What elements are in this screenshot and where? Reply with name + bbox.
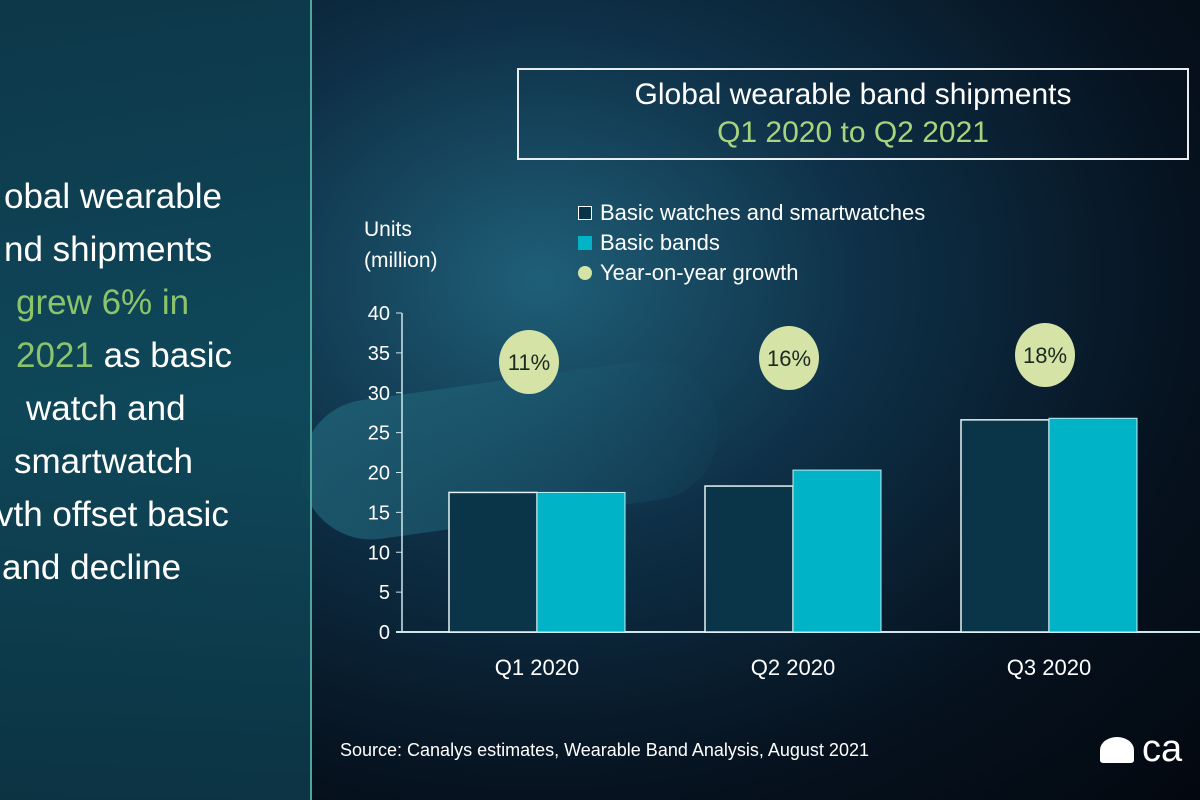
headline-line: nd shipments bbox=[4, 230, 213, 269]
headline-highlight: 2021 bbox=[16, 336, 94, 375]
y-tick-label: 35 bbox=[368, 343, 390, 365]
legend-label: Basic bands bbox=[600, 230, 720, 255]
legend-label: Basic watches and smartwatches bbox=[600, 200, 926, 225]
logo-mark-icon bbox=[1100, 736, 1134, 763]
bar-bands bbox=[536, 491, 626, 633]
y-axis-label: Units (million) bbox=[364, 214, 438, 276]
legend-item: Basic bands bbox=[578, 228, 925, 258]
growth-label: 11% bbox=[508, 350, 550, 375]
headline-line: as basic bbox=[93, 336, 232, 375]
divider bbox=[310, 0, 312, 800]
chart-title-box: Global wearable band shipments Q1 2020 t… bbox=[517, 68, 1189, 160]
y-tick-label: 40 bbox=[368, 303, 390, 325]
x-tick-label: Q3 2020 bbox=[1007, 655, 1091, 680]
growth-bubble bbox=[499, 330, 559, 394]
bar-watches bbox=[448, 491, 538, 633]
growth-bubble bbox=[1015, 323, 1075, 387]
y-axis-label-line: Units bbox=[364, 218, 412, 241]
headline-highlight: grew 6% in bbox=[16, 283, 190, 322]
bar-bands bbox=[1048, 417, 1138, 633]
growth-bubble bbox=[759, 326, 819, 390]
growth-label: 18% bbox=[1023, 343, 1067, 368]
legend: Basic watches and smartwatches Basic ban… bbox=[578, 198, 925, 288]
legend-swatch-bands bbox=[578, 236, 592, 250]
y-tick-label: 10 bbox=[368, 542, 390, 564]
y-tick-label: 5 bbox=[379, 582, 390, 604]
headline-line: and decline bbox=[2, 548, 182, 587]
y-tick-label: 25 bbox=[368, 423, 390, 445]
legend-item: Basic watches and smartwatches bbox=[578, 198, 925, 228]
y-tick-label: 20 bbox=[368, 463, 390, 485]
headline-line: watch and bbox=[26, 389, 186, 428]
growth-label: 16% bbox=[767, 346, 811, 371]
bar-watches bbox=[960, 419, 1050, 633]
source-note: Source: Canalys estimates, Wearable Band… bbox=[340, 740, 869, 760]
legend-swatch-growth bbox=[578, 266, 592, 280]
logo: ca bbox=[1100, 728, 1182, 771]
headline: obal wearable nd shipments grew 6% in 20… bbox=[0, 170, 304, 594]
summary-panel bbox=[0, 0, 310, 800]
chart-subtitle: Q1 2020 to Q2 2021 bbox=[717, 116, 989, 149]
x-tick-label: Q1 2020 bbox=[495, 655, 579, 680]
legend-label: Year-on-year growth bbox=[600, 260, 799, 285]
chart-title: Global wearable band shipments bbox=[634, 78, 1072, 111]
bar-bands bbox=[792, 469, 882, 633]
legend-item: Year-on-year growth bbox=[578, 258, 925, 288]
headline-line: obal wearable bbox=[4, 177, 222, 216]
x-tick-label: Q2 2020 bbox=[751, 655, 835, 680]
y-tick-label: 0 bbox=[379, 622, 390, 644]
bar-watches bbox=[704, 485, 794, 633]
headline-line: vth offset basic bbox=[0, 495, 229, 534]
y-tick-label: 15 bbox=[368, 502, 390, 524]
y-tick-label: 30 bbox=[368, 383, 390, 405]
legend-swatch-watches bbox=[578, 206, 592, 220]
y-axis-label-line: (million) bbox=[364, 249, 438, 272]
logo-text: ca bbox=[1142, 728, 1183, 770]
headline-line: smartwatch bbox=[14, 442, 193, 481]
